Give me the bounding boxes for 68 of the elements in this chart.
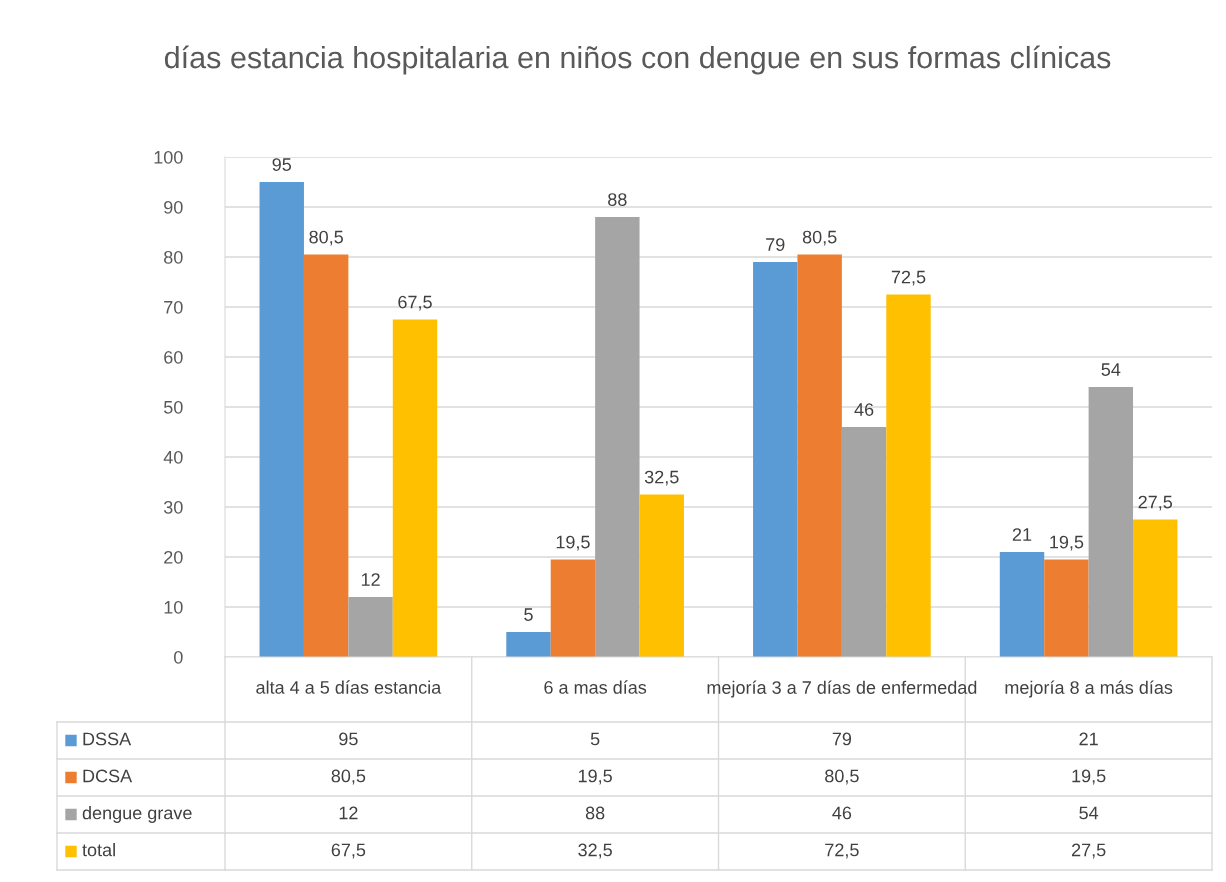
data-label: 32,5 [578, 843, 612, 859]
data-label: 19,5 [1072, 769, 1106, 785]
y-tick-label: 30 [163, 500, 183, 514]
text: 19,5 [556, 535, 590, 551]
data-label: 88 [585, 806, 605, 820]
data-label: 27,5 [1071, 843, 1106, 859]
bar [303, 254, 349, 657]
y-tick-label: 80 [164, 250, 183, 264]
y-tick-label: 20 [164, 550, 183, 564]
legend-label: DSSA [83, 732, 132, 746]
bar [506, 632, 551, 657]
text: 88 [608, 193, 627, 206]
data-label: 95 [339, 732, 358, 746]
bar [550, 559, 596, 657]
text: 80,5 [309, 230, 343, 246]
y-tick-label: 60 [164, 350, 183, 364]
bar [1133, 519, 1178, 657]
text: 54 [1101, 363, 1121, 376]
text: 46 [854, 403, 874, 416]
data-label: 72,5 [825, 843, 859, 859]
text: 5 [524, 608, 533, 621]
bar [392, 319, 438, 657]
data-label: 21 [1079, 732, 1098, 746]
bar [639, 494, 684, 657]
legend-label: DCSA [83, 769, 133, 783]
data-label: 80,5 [825, 769, 859, 785]
x-tick-label: alta 4 a 5 días estancia [256, 680, 442, 694]
bar [348, 597, 393, 657]
legend-label: dengue grave [82, 806, 192, 823]
bar [999, 552, 1045, 657]
bar [841, 427, 887, 657]
bar [753, 262, 798, 657]
text: 12 [361, 573, 380, 586]
y-tick-label: 90 [164, 200, 183, 214]
data-label: 46 [832, 806, 852, 820]
data-label: 80,5 [331, 769, 366, 785]
text: 80,5 [802, 230, 837, 246]
bar [1088, 387, 1134, 657]
bar [259, 182, 304, 657]
data-label: 19,5 [578, 769, 612, 785]
bar [595, 217, 640, 657]
text: 79 [766, 238, 785, 251]
chart-title: días estancia hospitalaria en niños con dengue en sus formas clínicas [164, 45, 1111, 75]
y-tick-label: 40 [163, 450, 183, 464]
text: 32,5 [644, 470, 679, 486]
x-tick-label: mejoría 8 a más días [1005, 680, 1173, 698]
text: 95 [272, 158, 292, 171]
x-tick-label: 6 a mas días [544, 680, 647, 694]
bar [797, 254, 842, 657]
y-tick-label: 70 [164, 300, 183, 314]
text: 21 [1012, 528, 1032, 541]
text: 72,5 [891, 270, 926, 286]
y-tick-label: 50 [163, 400, 183, 414]
bar [1044, 559, 1089, 657]
y-tick-label: 10 [164, 600, 183, 614]
data-label: 67,5 [331, 843, 366, 859]
x-tick-label: mejoría 3 a 7 días de enfermedad [707, 680, 977, 698]
bar [886, 294, 931, 657]
y-tick-label: 100 [154, 150, 183, 164]
text: 19,5 [1050, 535, 1084, 551]
data-label: 12 [339, 806, 358, 820]
data-label: 5 [590, 732, 600, 746]
text: 27,5 [1138, 495, 1173, 511]
y-tick-label: 0 [174, 650, 183, 664]
text: 67,5 [398, 295, 432, 311]
data-label: 79 [832, 732, 852, 746]
data-label: 54 [1079, 806, 1099, 820]
legend-label: total [82, 843, 115, 857]
